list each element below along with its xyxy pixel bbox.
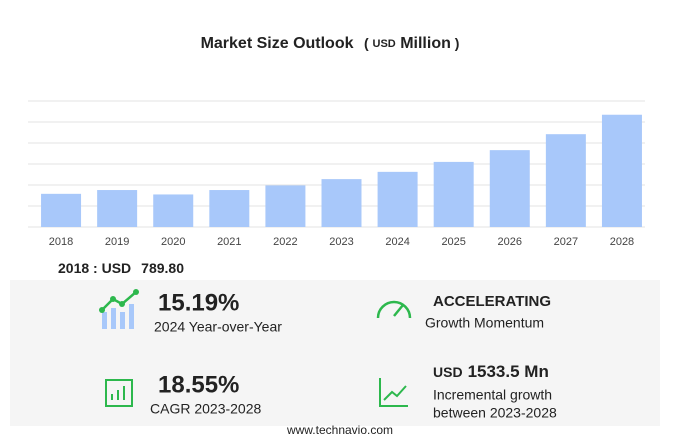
x-tick-label: 2023: [329, 236, 353, 248]
stat-value: ACCELERATING: [433, 293, 551, 310]
bar: [545, 134, 586, 227]
bar: [209, 190, 250, 227]
icon-cagr: [105, 379, 133, 407]
x-tick-label: 2018: [49, 236, 73, 248]
highlight-label: 2018 : USD: [58, 260, 131, 276]
bar: [97, 190, 138, 227]
icon-yoy: [99, 289, 139, 329]
unit-name: Million: [400, 35, 451, 52]
bar: [489, 150, 530, 227]
x-tick-label: 2020: [161, 236, 185, 248]
plot: 2018 2019 2020 2021 2022 2023 2024 2025 2026 2027…: [28, 100, 645, 248]
bar: [601, 114, 642, 227]
stat-value: 15.19%: [158, 289, 239, 316]
unit-suffix: ): [451, 35, 460, 51]
icon-momentum: [376, 300, 412, 319]
stats-panel: [10, 280, 660, 426]
x-tick-label: 2022: [273, 236, 297, 248]
stat-caption: CAGR 2023-2028: [150, 401, 262, 417]
bar: [321, 179, 362, 227]
x-tick-label: 2021: [217, 236, 241, 248]
title-line: Market Size Outlook ( USD Million ): [201, 35, 460, 53]
stat-caption: Incremental growth: [433, 387, 552, 403]
x-tick-label: 2027: [554, 236, 578, 248]
x-tick-label: 2028: [610, 236, 634, 248]
bar: [265, 185, 306, 227]
bar: [41, 193, 82, 227]
x-tick-label: 2024: [385, 236, 409, 248]
icon-incremental: [379, 378, 408, 407]
highlight-value: 789.80: [141, 260, 184, 276]
bar: [433, 161, 474, 227]
stat-caption: between 2023-2028: [433, 405, 557, 421]
stat-currency: USD: [433, 364, 463, 380]
unit-prefix: (: [364, 35, 373, 51]
unit-currency: USD: [373, 38, 396, 50]
x-tick-label: 2025: [441, 236, 465, 248]
stat-value: 1533.5 Mn: [468, 362, 549, 381]
stat-value: 18.55%: [158, 371, 239, 398]
x-tick-label: 2019: [105, 236, 129, 248]
bar: [153, 194, 194, 227]
chart-title: Market Size Outlook: [201, 35, 354, 52]
x-tick-label: 2026: [498, 236, 522, 248]
stat-value-line: USD 1533.5 Mn: [433, 362, 549, 381]
bar: [377, 171, 418, 227]
footer: www.technavio.com: [286, 423, 393, 437]
stat-caption: Growth Momentum: [425, 315, 544, 331]
stat-caption: 2024 Year-over-Year: [154, 319, 282, 335]
highlight: 2018 : USD 789.80: [58, 260, 184, 276]
